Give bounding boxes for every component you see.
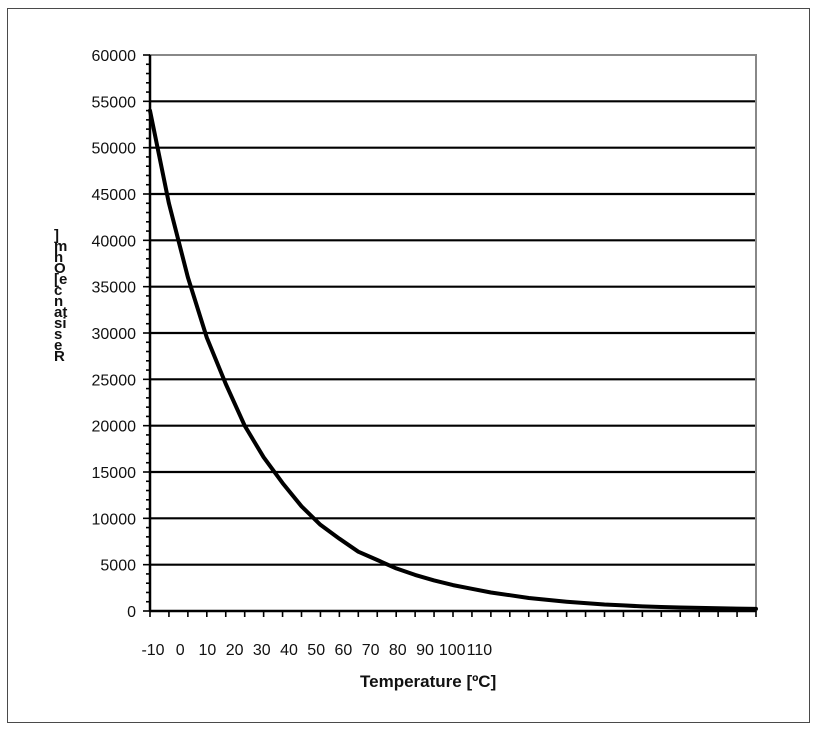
y-tick-label: 40000 [92, 233, 137, 250]
series-line [148, 108, 758, 611]
x-tick-label: 10 [199, 642, 217, 659]
x-axis-ticks [149, 609, 757, 617]
y-axis-ticks [143, 54, 152, 612]
y-tick-label: 30000 [92, 326, 137, 343]
x-tick-label: 50 [307, 642, 325, 659]
y-tick-label: 25000 [92, 372, 137, 389]
x-tick-label: 30 [253, 642, 271, 659]
y-axis-label: ]mhO[ecnatsiseR [54, 227, 68, 365]
y-tick-label: 50000 [92, 141, 137, 158]
y-tick-label: 45000 [92, 187, 137, 204]
y-tick-label: 55000 [92, 94, 137, 111]
y-tick-label: 60000 [92, 48, 137, 65]
y-tick-label: 20000 [92, 419, 137, 436]
y-axis-tick-labels: 0 5000 10000 15000 20000 25000 30000 35000 40000… [92, 48, 137, 621]
y-tick-label: 0 [127, 604, 136, 621]
y-tick-label: 15000 [92, 465, 137, 482]
x-tick-label: 110 [467, 642, 493, 659]
x-tick-label: 0 [176, 642, 185, 659]
y-tick-label: 5000 [100, 558, 136, 575]
x-tick-label: 70 [362, 642, 380, 659]
grid-lines [150, 100, 756, 566]
x-tick-label: 20 [226, 642, 244, 659]
x-tick-label: 60 [335, 642, 353, 659]
x-tick-label: 80 [389, 642, 407, 659]
x-axis-label: Temperature [ºC] [360, 672, 497, 691]
y-tick-label: 35000 [92, 280, 137, 297]
x-tick-label: 40 [280, 642, 298, 659]
x-tick-label: -10 [141, 642, 164, 659]
x-tick-label: 100 [439, 642, 466, 659]
y-tick-label: 10000 [92, 511, 137, 528]
x-axis-tick-labels: -10 0 10 20 30 40 50 60 70 80 90 100 110 [141, 642, 492, 659]
chart-frame [7, 8, 810, 723]
series-group [148, 108, 758, 611]
x-tick-label: 90 [416, 642, 434, 659]
